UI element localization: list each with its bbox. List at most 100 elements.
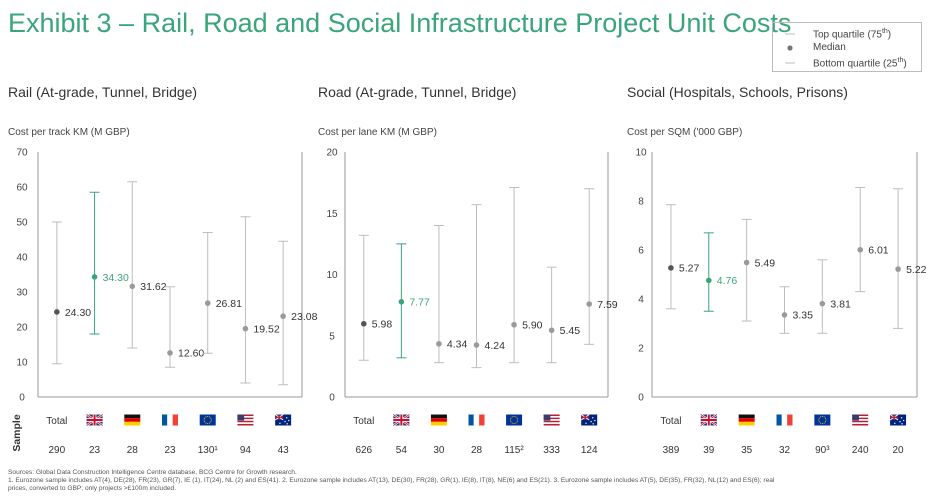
legend-bottom-quartile: Bottom quartile (25th)	[773, 56, 923, 70]
flag-stripe	[237, 422, 254, 424]
category-total-label: Total	[46, 416, 67, 427]
eu-flag-icon	[199, 414, 216, 426]
flag-star	[208, 416, 211, 418]
flag-cross-red	[707, 414, 710, 426]
sample-size-label: 32	[779, 445, 791, 456]
flag-stripe	[543, 419, 560, 421]
flag-stripe	[543, 420, 560, 423]
flag-stripe	[787, 414, 793, 426]
flag-star	[509, 419, 512, 421]
legend-bottom-label: Bottom quartile (25th)	[813, 57, 907, 70]
y-tick-label: 10	[326, 270, 338, 281]
footnote: Sources: Global Data Construction Intell…	[8, 469, 933, 494]
median-point	[91, 274, 98, 280]
median-point	[398, 299, 405, 305]
median-point	[511, 321, 517, 328]
median-data-label: 7.59	[597, 299, 618, 311]
flag-stripe	[543, 416, 560, 418]
flag-stripe	[237, 420, 254, 423]
sample-size-label: 240	[852, 445, 869, 456]
median-data-label: 12.60	[178, 348, 204, 360]
flag-stripe	[237, 414, 254, 417]
median-point	[895, 266, 901, 272]
flag-stripe	[430, 418, 447, 422]
legend: Top quartile (75th) Median Bottom quarti…	[772, 22, 922, 72]
eu-flag-icon	[814, 414, 831, 426]
eu-flag-icon	[506, 414, 523, 426]
flag-stripe	[543, 414, 560, 417]
flag-cross	[893, 414, 895, 420]
flag-stripe	[237, 423, 254, 426]
panel-title: Road (At-grade, Tunnel, Bridge)	[318, 84, 516, 100]
flag-stripe	[473, 414, 480, 426]
flag-cross	[278, 414, 280, 420]
flag-star	[205, 422, 207, 424]
sample-size-label: 43	[278, 445, 290, 456]
sample-size-label: 23	[89, 445, 101, 456]
flag-stripe	[852, 423, 869, 426]
usa-flag-icon	[543, 414, 560, 426]
y-tick-label: 40	[16, 253, 28, 264]
flag-star	[207, 415, 209, 417]
flag-star	[818, 421, 820, 423]
sample-size-label: 333	[543, 445, 560, 456]
flag-stripe	[237, 417, 254, 420]
flag-stripe	[124, 414, 141, 419]
uk-flag-icon	[700, 413, 718, 427]
flag-star	[513, 415, 515, 417]
flag-canton	[237, 414, 245, 421]
y-axis-label: Cost per lane KM (M GBP)	[318, 127, 437, 138]
median-data-label: 5.45	[560, 325, 581, 337]
legend-top-quartile: Top quartile (75th)	[773, 27, 923, 41]
flag-stripe	[430, 414, 447, 419]
flag-cross	[584, 414, 586, 420]
flag-star	[821, 415, 823, 417]
flag-stripe	[124, 418, 141, 422]
flag-star	[820, 416, 822, 418]
median-dot-icon	[787, 45, 793, 51]
flag-star	[823, 422, 825, 424]
flag-star	[590, 420, 592, 423]
flag-stripe	[852, 420, 869, 423]
uk-flag-icon	[392, 413, 410, 427]
flag-stripe	[162, 414, 168, 426]
flag-stripe	[468, 414, 474, 426]
median-point	[473, 342, 480, 348]
flag-star	[510, 421, 512, 423]
sample-size-label: 28	[127, 445, 139, 456]
germany-flag-icon	[430, 414, 447, 426]
flag-star	[594, 419, 596, 422]
median-point	[167, 350, 173, 356]
australia-flag-icon	[889, 414, 907, 426]
sample-row-label: Sample	[11, 414, 23, 452]
flag-stripe	[781, 414, 788, 426]
median-data-label: 23.08	[291, 311, 317, 323]
y-tick-label: 5	[329, 331, 335, 342]
legend-median: Median	[773, 41, 923, 55]
usa-flag-icon	[237, 414, 254, 426]
france-flag-icon	[776, 414, 793, 426]
median-data-label: 4.34	[447, 339, 468, 351]
median-data-label: 3.81	[830, 298, 851, 310]
flag-star	[823, 416, 825, 418]
sample-size-label: 28	[471, 445, 483, 456]
flag-star	[207, 423, 209, 425]
flag-star	[285, 417, 288, 419]
y-axis-label: Cost per SQM ('000 GBP)	[627, 127, 742, 138]
charts-canvas: Rail (At-grade, Tunnel, Bridge) Cost per …	[8, 84, 927, 456]
flag-stripe	[237, 419, 254, 421]
flag-star	[288, 419, 290, 422]
flag-stripe	[543, 422, 560, 424]
flag-star	[513, 423, 515, 425]
median-data-label: 4.24	[485, 340, 506, 352]
median-data-label: 26.81	[216, 298, 242, 310]
flag-cross-red	[400, 414, 403, 426]
flag-star	[286, 423, 288, 425]
exhibit-title: Exhibit 3 – Rail, Road and Social Infras…	[8, 8, 792, 38]
median-data-label: 24.30	[65, 307, 91, 319]
flag-star	[517, 419, 519, 421]
y-tick-label: 15	[326, 209, 338, 220]
median-data-label: 3.35	[793, 310, 814, 322]
flag-star	[279, 422, 281, 424]
median-point	[242, 325, 249, 332]
